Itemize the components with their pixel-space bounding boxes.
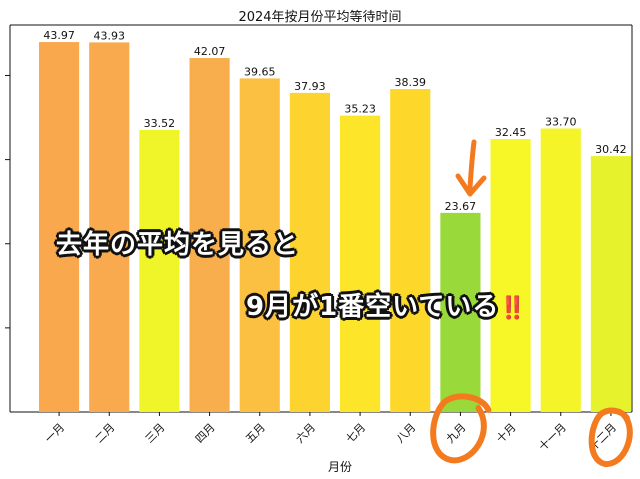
tick-label-7: 七月: [343, 421, 368, 446]
bar-6: [289, 92, 330, 413]
bar-12: [590, 156, 631, 412]
bar-7: [340, 115, 381, 413]
overlay-caption-line2-text: 9月が1番空いている: [246, 292, 500, 322]
tick-label-11: 十一月: [536, 420, 569, 453]
down-arrow-icon: [455, 139, 487, 197]
value-label-7: 35.23: [344, 103, 376, 116]
value-label-8: 38.39: [395, 76, 427, 89]
value-label-12: 30.42: [595, 143, 627, 156]
value-label-10: 32.45: [495, 126, 527, 139]
tick-label-3: 三月: [143, 421, 168, 446]
tick-label-2: 二月: [93, 421, 118, 446]
value-label-11: 33.70: [545, 115, 577, 128]
bar-1: [39, 42, 80, 412]
tick-labels-group: 一月 二月 三月 四月 五月 六月 七月 八月 九月 十月 十一月 十二月: [42, 420, 619, 453]
tick-label-9: 九月: [444, 421, 469, 446]
highlight-circle-december: [588, 407, 633, 467]
bar-4: [189, 58, 230, 412]
bar-5: [239, 78, 280, 413]
double-exclamation-icon: ‼️: [499, 296, 528, 321]
tick-label-6: 六月: [293, 421, 318, 446]
tick-label-10: 十月: [493, 420, 518, 445]
highlight-circle-september: [430, 393, 492, 464]
bar-9: [440, 212, 481, 412]
chart-title: 2024年按月份平均等待时间: [238, 10, 402, 25]
value-label-9: 23.67: [445, 200, 477, 213]
tick-label-5: 五月: [243, 421, 268, 446]
highlight-circles: [430, 393, 633, 467]
overlay-caption-line2: 9月が1番空いている‼️: [246, 286, 528, 323]
bar-3: [139, 129, 180, 412]
tick-label-4: 四月: [193, 421, 218, 446]
bar-8: [390, 89, 431, 413]
bars-group: [39, 42, 631, 413]
value-label-4: 42.07: [194, 45, 226, 58]
value-label-5: 39.65: [244, 65, 276, 78]
value-label-1: 43.97: [43, 29, 75, 42]
value-label-6: 37.93: [294, 80, 326, 93]
tick-label-8: 八月: [394, 421, 419, 446]
value-label-3: 33.52: [144, 117, 176, 130]
bar-10: [490, 138, 531, 412]
value-label-2: 43.93: [94, 29, 126, 42]
bar-11: [540, 128, 581, 412]
overlay-caption-line1: 去年の平均を見ると: [56, 230, 300, 260]
bar-2: [89, 42, 130, 412]
value-labels-group: 43.97 43.93 33.52 42.07 39.65 37.93 35.23 38.39…: [43, 29, 626, 213]
tick-label-1: 一月: [42, 421, 67, 446]
x-axis-label: 月份: [327, 460, 352, 474]
